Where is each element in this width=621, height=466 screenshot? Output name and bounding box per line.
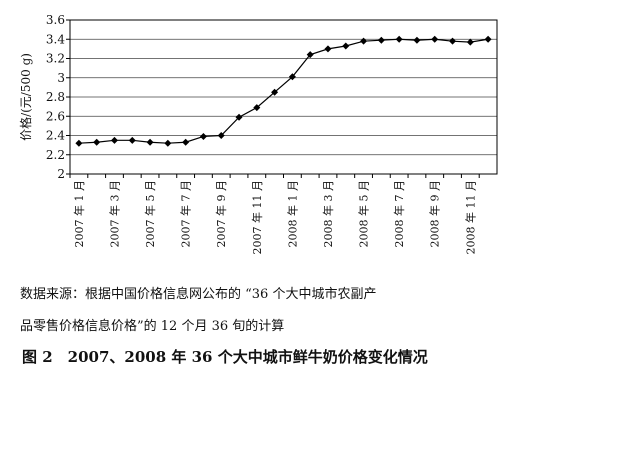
x-tick-label: 2007 年 3 月 — [107, 180, 121, 247]
y-tick-label: 3.6 — [46, 13, 65, 27]
marker — [128, 136, 136, 144]
x-tick-label: 2008 年 1 月 — [285, 180, 299, 247]
marker — [449, 37, 457, 45]
source-note: 品零售价格信息价格”的 12 个月 36 旬的计算 — [20, 318, 284, 334]
marker — [342, 42, 350, 50]
y-tick-label: 2.6 — [46, 109, 65, 123]
marker — [288, 73, 296, 81]
marker — [360, 37, 368, 45]
source-note: 数据来源：根据中国价格信息网公布的 “36 个大中城市农副产 — [20, 286, 376, 302]
marker — [253, 104, 261, 112]
marker — [413, 36, 421, 44]
x-tick-label: 2008 年 11 月 — [463, 180, 477, 254]
x-tick-label: 2007 年 1 月 — [72, 180, 86, 247]
y-tick-label: 2.2 — [46, 148, 65, 162]
y-axis-label: 价格/(元/500 g) — [18, 53, 33, 141]
marker — [306, 51, 314, 59]
x-tick-label: 2007 年 7 月 — [179, 180, 193, 247]
x-tick-label: 2008 年 5 月 — [357, 180, 371, 247]
y-tick-label: 2 — [57, 167, 65, 181]
line — [78, 38, 489, 144]
x-tick-label: 2007 年 9 月 — [214, 180, 228, 247]
x-tick-label: 2008 年 9 月 — [428, 180, 442, 247]
marker — [199, 132, 207, 140]
marker — [271, 88, 279, 96]
marker — [164, 139, 172, 147]
x-tick-label: 2008 年 7 月 — [392, 180, 406, 247]
marker — [431, 35, 439, 43]
y-tick-label: 3 — [57, 71, 65, 85]
marker — [324, 45, 332, 53]
marker — [182, 138, 190, 146]
marker — [377, 36, 385, 44]
y-tick-label: 2.4 — [46, 129, 65, 143]
marker — [146, 138, 154, 146]
y-tick-label: 3.4 — [46, 32, 65, 46]
x-tick-label: 2007 年 11 月 — [250, 180, 264, 254]
marker — [235, 113, 243, 121]
marker — [395, 35, 403, 43]
marker — [93, 138, 101, 146]
x-tick-label: 2007 年 5 月 — [143, 180, 157, 247]
caption: 图 2 2007、2008 年 36 个大中城市鲜牛奶价格变化情况 — [22, 348, 428, 366]
marker — [75, 139, 83, 147]
marker — [217, 132, 225, 139]
marker — [484, 35, 492, 43]
y-tick-label: 3.2 — [46, 52, 65, 66]
marker — [110, 136, 118, 144]
marker — [466, 38, 474, 46]
x-tick-label: 2008 年 3 月 — [321, 180, 335, 247]
y-tick-label: 2.8 — [46, 90, 65, 104]
